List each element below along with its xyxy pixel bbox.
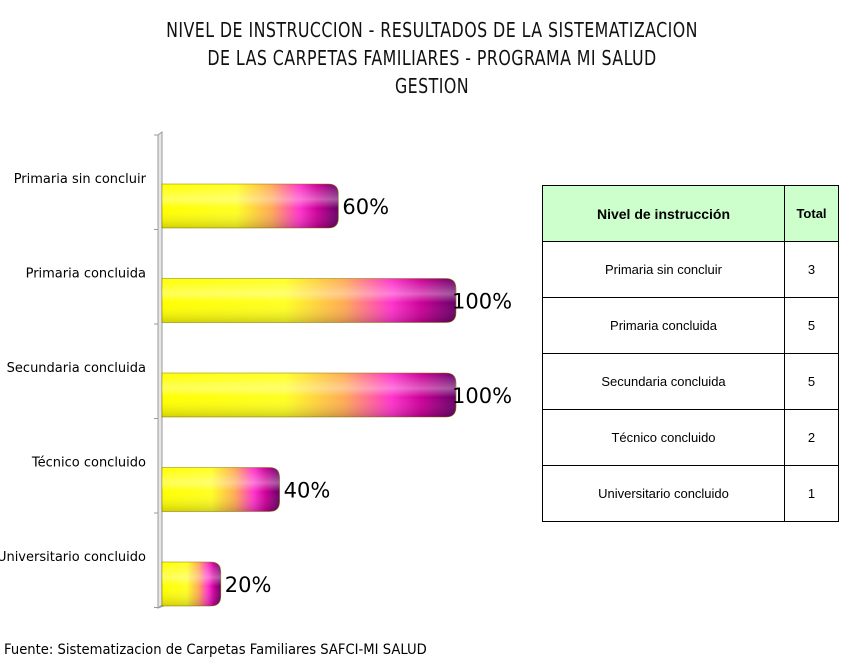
table-header-total: Total [784,185,839,242]
table-cell-total: 3 [784,241,839,298]
table-cell-nivel: Universitario concluido [542,465,785,522]
table-row: Secundaria concluida 5 [542,353,839,410]
source-note: Fuente: Sistematizacion de Carpetas Fami… [4,642,427,658]
y-tick-label: Secundaria concluida [7,361,146,376]
data-label: 20% [225,573,272,597]
table-row: Universitario concluido 1 [542,465,839,522]
table-cell-nivel: Técnico concluido [542,409,785,466]
chart-title-line-2: DE LAS CARPETAS FAMILIARES - PROGRAMA MI… [207,46,657,70]
data-label: 40% [284,479,331,503]
table-cell-nivel: Primaria concluida [542,297,785,354]
table-row: Primaria sin concluir 3 [542,241,839,298]
data-label: 60% [342,195,389,219]
data-label: 100% [452,290,512,314]
summary-table: Nivel de instrucción Total Primaria sin … [542,185,839,522]
table-cell-total: 1 [784,465,839,522]
bar-highlight [162,278,456,323]
y-tick-label: Universitario concluido [0,550,146,565]
y-tick-label: Primaria sin concluir [14,172,147,187]
y-tick-label: Técnico concluido [31,456,146,471]
bar-highlight [162,184,339,228]
chart-title-line-3: GESTION [394,74,470,98]
bar-highlight [162,467,280,512]
chart-title-line-1: NIVEL DE INSTRUCCION - RESULTADOS DE LA … [166,18,698,42]
data-label: 100% [452,384,512,408]
table-cell-total: 2 [784,409,839,466]
table-cell-nivel: Primaria sin concluir [542,241,785,298]
y-axis-wall [157,131,163,609]
table-cell-total: 5 [784,297,839,354]
y-tick-label: Primaria concluida [26,267,146,282]
bar-chart: Primaria sin concluir 60% Primaria conclui… [0,131,512,609]
bar-highlight [162,562,221,606]
table-row: Primaria concluida 5 [542,297,839,354]
table-header-row: Nivel de instrucción Total [542,185,839,242]
table-row: Técnico concluido 2 [542,409,839,466]
bar-highlight [162,373,456,417]
table-cell-total: 5 [784,353,839,410]
chart-title: NIVEL DE INSTRUCCION - RESULTADOS DE LA … [31,16,834,100]
table-header-nivel: Nivel de instrucción [542,185,785,242]
table-cell-nivel: Secundaria concluida [542,353,785,410]
